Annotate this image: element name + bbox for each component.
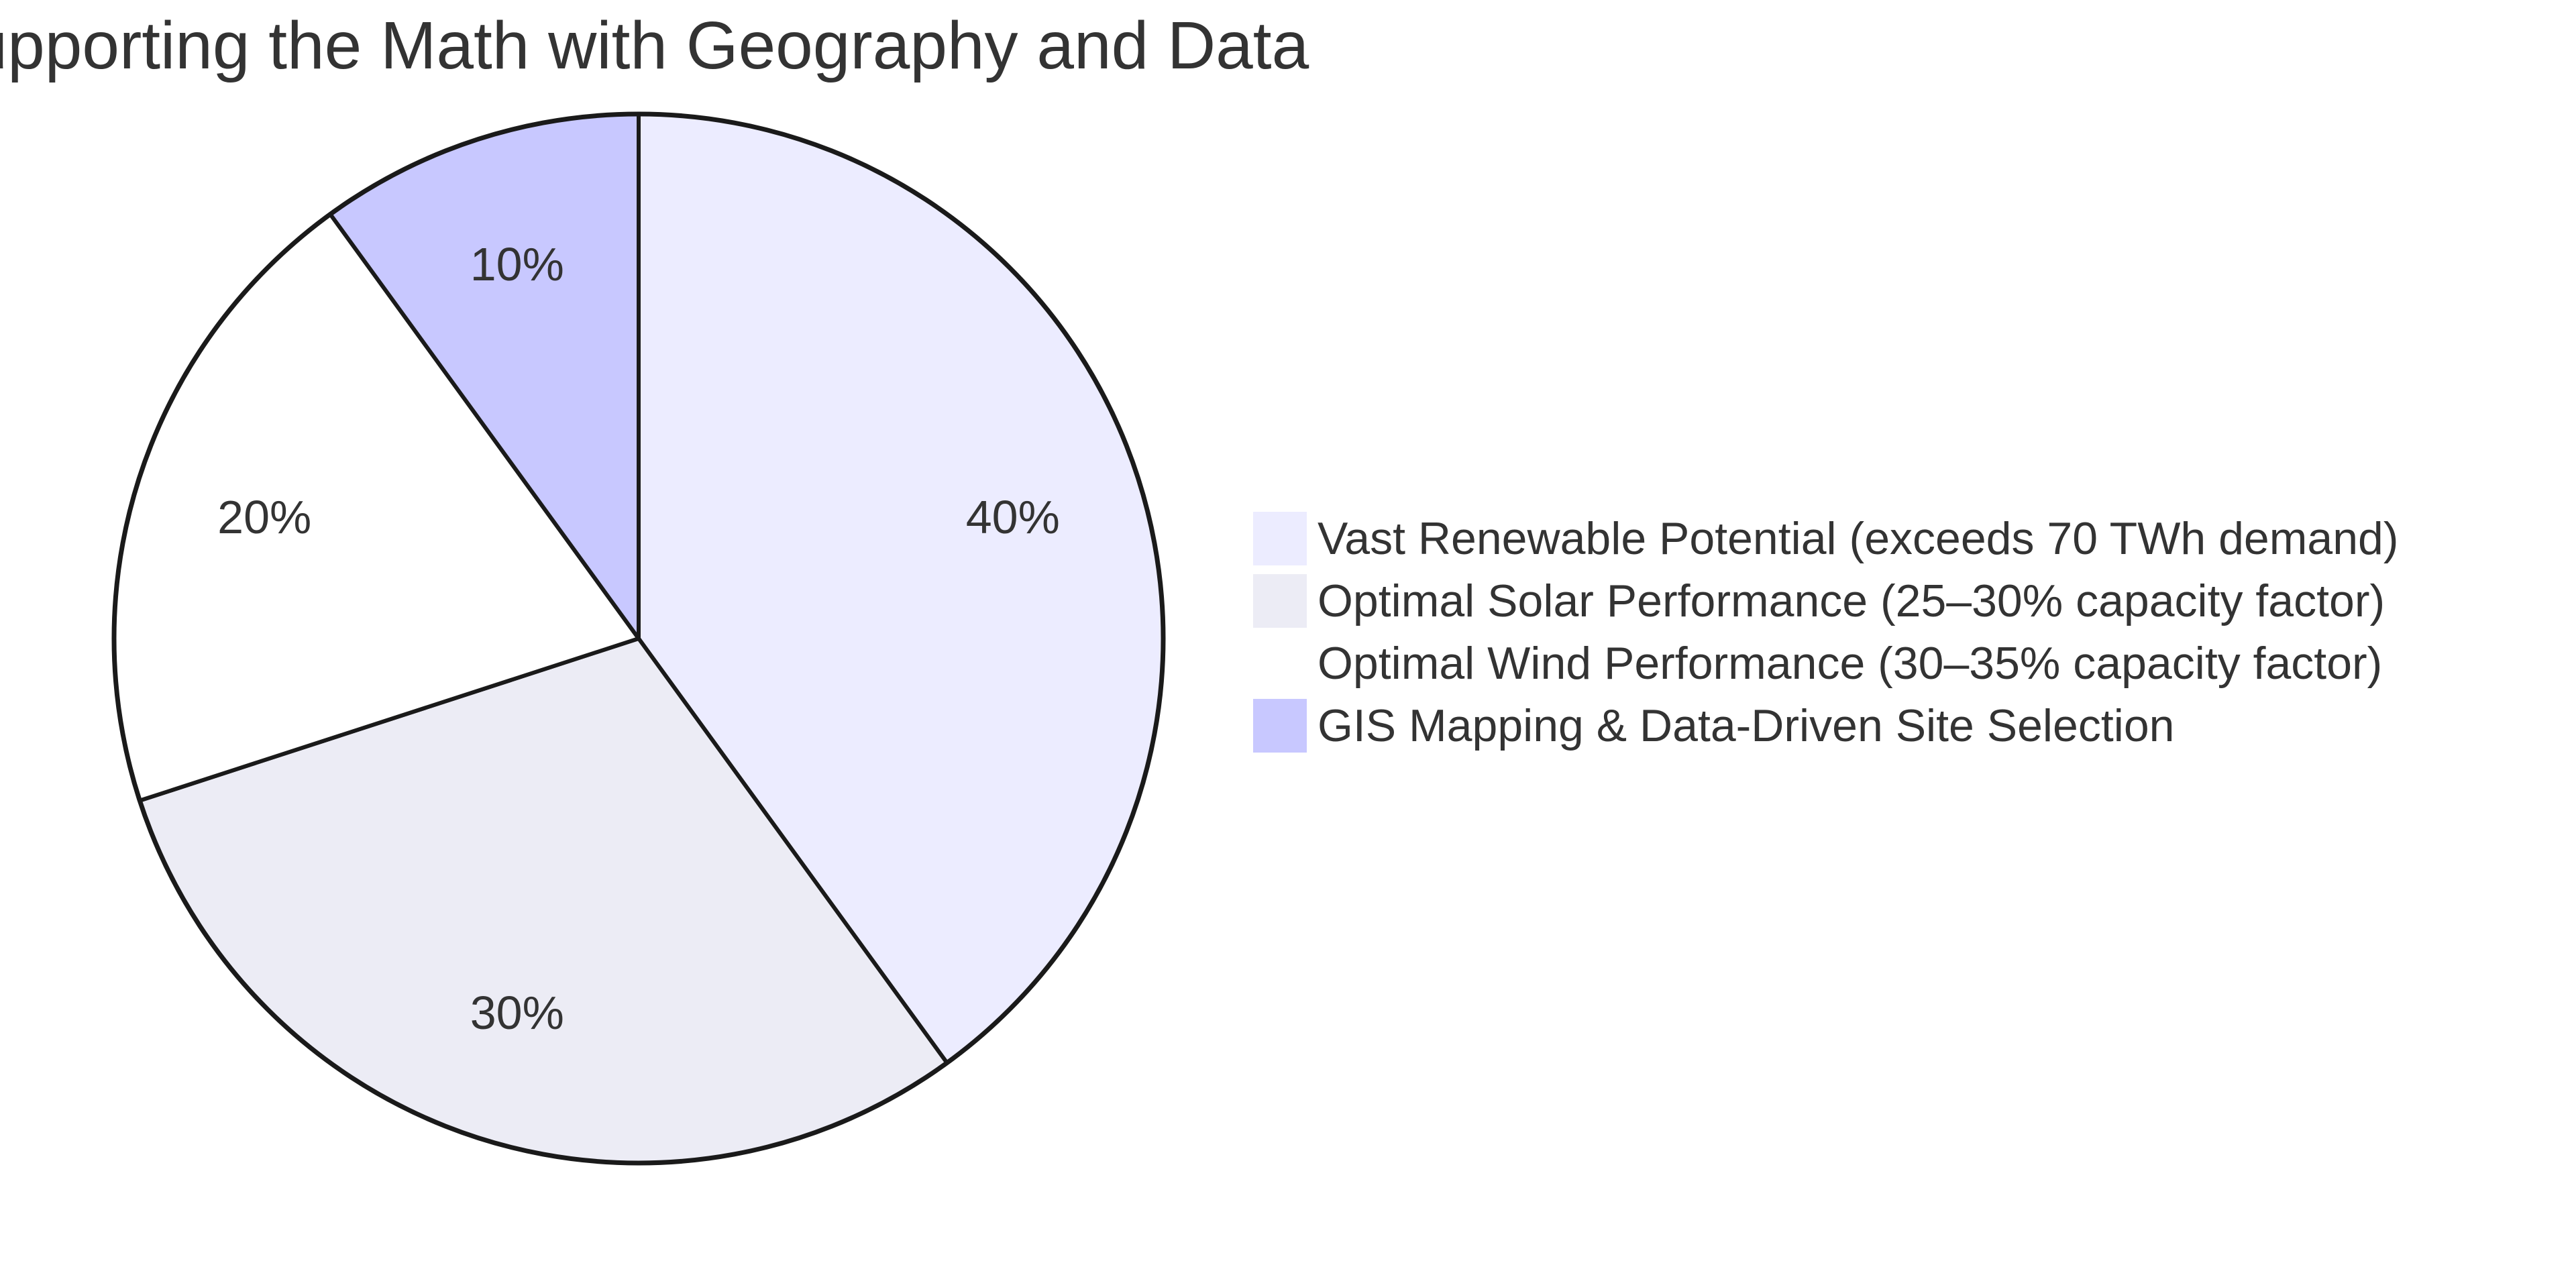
legend-swatch-optimal-wind-performance-30-35-capacity-factor: [1253, 637, 1307, 690]
slice-label-optimal-solar-performance-25-30-capacity-factor: 30%: [470, 987, 564, 1039]
legend-label-vast-renewable-potential-exceeds-70-twh-demand: Vast Renewable Potential (exceeds 70 TWh…: [1318, 513, 2398, 564]
legend: Vast Renewable Potential (exceeds 70 TWh…: [1253, 512, 2398, 753]
pie-outline: [111, 111, 1166, 1166]
slice-label-gis-mapping-data-driven-site-selection: 10%: [470, 238, 564, 290]
slice-labels: 40% 30% 20% 10%: [217, 238, 1060, 1039]
legend-label-optimal-solar-performance-25-30-capacity-factor: Optimal Solar Performance (25–30% capaci…: [1318, 575, 2385, 626]
legend-swatch-vast-renewable-potential-exceeds-70-twh-demand: [1253, 512, 1307, 565]
chart-title: Supporting the Math with Geography and D…: [0, 8, 1309, 83]
legend-label-gis-mapping-data-driven-site-selection: GIS Mapping & Data-Driven Site Selection: [1318, 700, 2175, 751]
legend-swatch-optimal-solar-performance-25-30-capacity-factor: [1253, 574, 1307, 628]
pie-slices: [112, 112, 1165, 1165]
slice-label-optimal-wind-performance-30-35-capacity-factor: 20%: [217, 491, 311, 543]
legend-swatch-gis-mapping-data-driven-site-selection: [1253, 699, 1307, 753]
legend-label-optimal-wind-performance-30-35-capacity-factor: Optimal Wind Performance (30–35% capacit…: [1318, 638, 2382, 689]
slice-label-vast-renewable-potential-exceeds-70-twh-demand: 40%: [966, 491, 1060, 543]
